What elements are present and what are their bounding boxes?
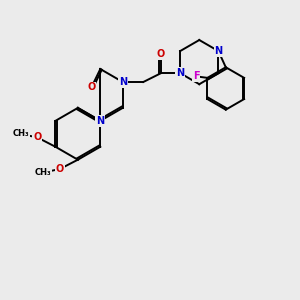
- Text: N: N: [214, 46, 223, 56]
- Text: CH₃: CH₃: [35, 168, 52, 177]
- Text: N: N: [119, 77, 127, 87]
- Text: O: O: [157, 49, 165, 59]
- Text: N: N: [96, 116, 104, 126]
- Text: N: N: [176, 68, 184, 78]
- Text: CH₃: CH₃: [13, 129, 29, 138]
- Text: O: O: [56, 164, 64, 174]
- Text: O: O: [33, 132, 41, 142]
- Text: F: F: [193, 71, 200, 81]
- Text: O: O: [87, 82, 96, 92]
